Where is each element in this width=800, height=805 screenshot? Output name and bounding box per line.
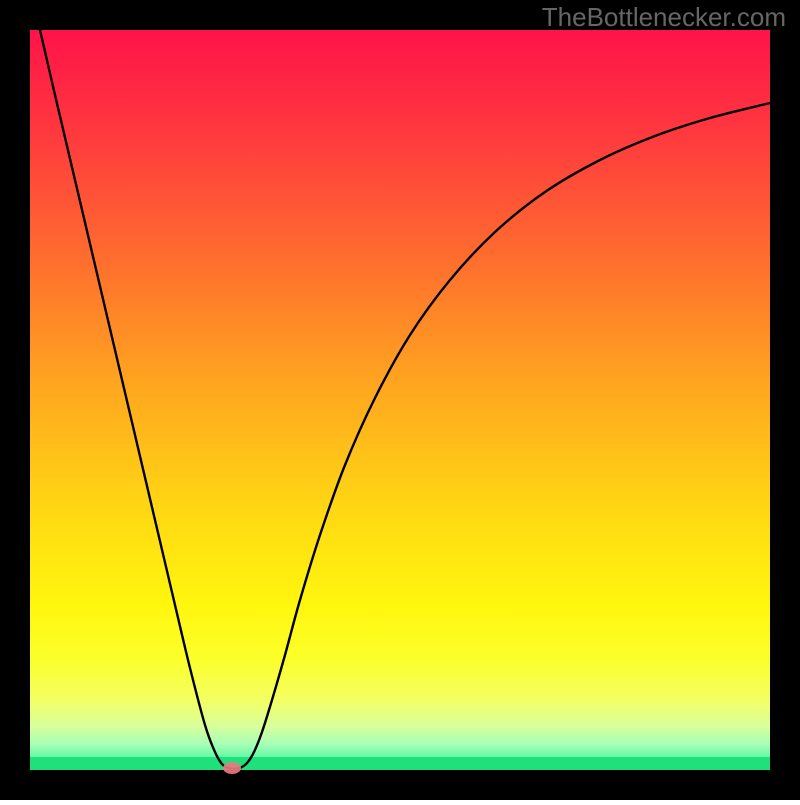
optimum-marker	[223, 762, 241, 774]
watermark-text: TheBottlenecker.com	[542, 2, 786, 33]
chart-root: TheBottlenecker.com	[0, 0, 800, 800]
plot-area	[30, 30, 770, 770]
bottleneck-chart	[0, 0, 800, 800]
green-band	[30, 757, 770, 770]
